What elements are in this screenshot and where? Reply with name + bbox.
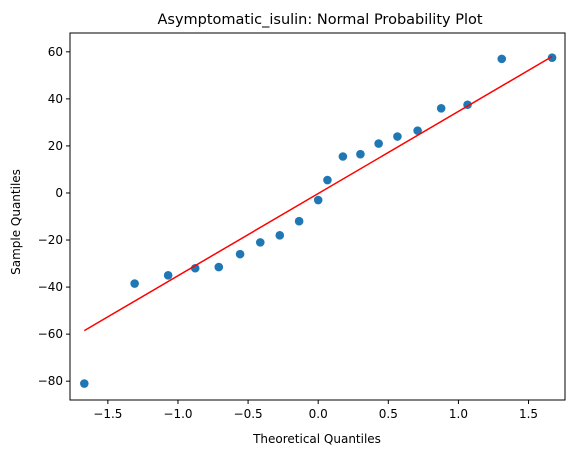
y-tick-label: 0 <box>55 186 63 200</box>
y-tick-label: 60 <box>48 45 63 59</box>
data-point <box>214 263 223 272</box>
data-point <box>164 271 173 280</box>
chart-title: Asymptomatic_isulin: Normal Probability … <box>157 12 482 28</box>
y-tick-label: −20 <box>38 233 63 247</box>
data-point <box>339 152 348 161</box>
x-tick-label: 1.5 <box>519 407 538 421</box>
x-axis-label: Theoretical Quantiles <box>252 432 381 446</box>
y-tick-label: −80 <box>38 374 63 388</box>
x-tick-label: 1.0 <box>449 407 468 421</box>
x-tick-label: −1.5 <box>93 407 122 421</box>
data-point <box>295 217 304 226</box>
y-tick-label: −40 <box>38 280 63 294</box>
data-point <box>275 231 284 240</box>
x-tick-label: 0.0 <box>309 407 328 421</box>
data-point <box>497 55 506 64</box>
x-tick-label: −0.5 <box>234 407 263 421</box>
data-point <box>374 139 383 148</box>
x-tick-label: −1.0 <box>163 407 192 421</box>
data-point <box>236 250 245 259</box>
data-point <box>130 279 139 288</box>
y-tick-label: 20 <box>48 139 63 153</box>
data-point <box>356 150 365 159</box>
x-tick-label: 0.5 <box>379 407 398 421</box>
data-point <box>323 176 332 185</box>
data-point <box>437 104 446 113</box>
y-axis-label: Sample Quantiles <box>9 169 23 275</box>
y-tick-label: −60 <box>38 327 63 341</box>
data-point <box>256 238 265 247</box>
data-point <box>314 196 323 205</box>
data-point <box>80 379 89 388</box>
y-tick-label: 40 <box>48 92 63 106</box>
data-point <box>393 132 402 141</box>
